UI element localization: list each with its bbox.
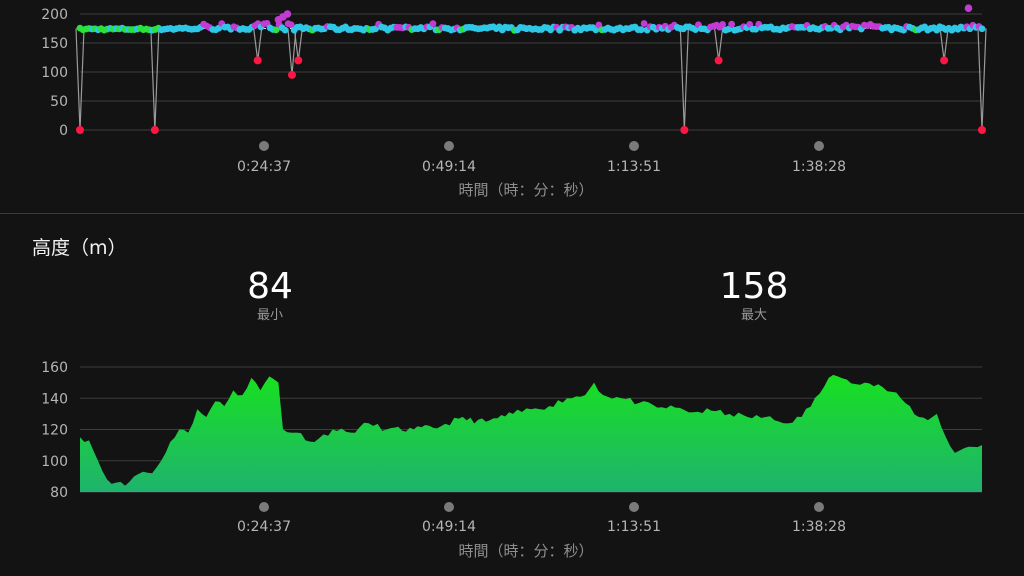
altitude-title: 高度（m） [32, 237, 127, 259]
x-axis-label: 時間（時：分：秒） [458, 542, 593, 560]
y-tick-label: 0 [59, 123, 68, 139]
x-tick-marker [629, 502, 639, 512]
drop-line [714, 28, 724, 61]
x-tick-label: 1:38:28 [792, 519, 846, 535]
cadence-drop-point [294, 56, 303, 65]
cadence-drop-point [680, 126, 689, 134]
drop-line [150, 28, 160, 131]
cadence-drop-point [940, 56, 949, 65]
cadence-drop-point [714, 56, 723, 65]
x-tick-marker [444, 141, 454, 151]
panel-divider [0, 213, 1024, 214]
x-tick-marker [814, 141, 824, 151]
drop-line [977, 28, 987, 131]
x-tick-label: 1:13:51 [607, 519, 661, 535]
drop-line [75, 28, 85, 131]
y-tick-label: 100 [41, 454, 68, 470]
y-tick-label: 80 [50, 485, 68, 501]
drop-line [939, 28, 949, 61]
cadence-point [640, 20, 648, 27]
y-tick-label: 140 [41, 391, 68, 407]
cadence-drop-point [150, 126, 159, 134]
x-tick-label: 0:24:37 [237, 159, 291, 175]
y-tick-label: 100 [41, 65, 68, 81]
cadence-point [752, 25, 760, 33]
max-label: 最大 [740, 308, 767, 323]
cadence-drop-point [253, 56, 262, 65]
altitude-panel: 高度（m） 84 最小 158 最大 160 140 120 100 80 0:24:37… [0, 215, 1024, 576]
altitude-area [80, 374, 982, 492]
cadence-drop-point [978, 126, 986, 134]
y-tick-label: 150 [41, 36, 68, 52]
x-tick-marker [814, 502, 824, 512]
cadence-drop-point [76, 126, 84, 134]
x-tick-label: 1:13:51 [607, 159, 661, 175]
drop-line [253, 28, 263, 61]
y-tick-label: 200 [41, 7, 68, 23]
max-value: 158 [719, 266, 789, 307]
y-tick-label: 120 [41, 423, 68, 439]
min-stat: 84 最小 [190, 267, 350, 325]
cadence-point [429, 20, 437, 28]
cadence-panel: 200 150 100 50 0 0:24:37 0:49:14 1:13:51 1:38:28… [0, 0, 1024, 212]
altitude-chart: 160 140 120 100 80 0:24:37 0:49:14 1:13:51 1:38:… [41, 360, 982, 560]
cadence-high-point [283, 10, 292, 18]
cadence-point [637, 26, 645, 34]
cadence-point [978, 25, 986, 33]
cadence-point [725, 25, 732, 33]
cadence-point [728, 20, 736, 28]
cadence-point [287, 21, 295, 29]
min-label: 最小 [256, 308, 283, 323]
y-tick-label: 160 [41, 360, 68, 376]
x-tick-marker [259, 502, 269, 512]
cadence-chart: 200 150 100 50 0 0:24:37 0:49:14 1:13:51 1:38:28… [41, 4, 987, 199]
drop-line [293, 28, 303, 61]
cadence-drop-point [287, 70, 296, 79]
x-tick-label: 0:49:14 [422, 159, 476, 175]
max-stat: 158 最大 [674, 267, 834, 325]
x-tick-label: 0:49:14 [422, 519, 476, 535]
min-value: 84 [247, 266, 293, 307]
x-tick-label: 0:24:37 [237, 519, 291, 535]
x-tick-label: 1:38:28 [792, 159, 846, 175]
x-axis-label: 時間（時：分：秒） [458, 181, 593, 199]
x-tick-marker [629, 141, 639, 151]
cadence-point [272, 26, 280, 34]
y-tick-label: 50 [50, 94, 68, 110]
cadence-point [281, 26, 289, 34]
x-tick-marker [259, 141, 269, 151]
cadence-point [719, 21, 726, 28]
drop-line [679, 28, 689, 131]
cadence-high-point [964, 4, 973, 12]
x-tick-marker [444, 502, 454, 512]
